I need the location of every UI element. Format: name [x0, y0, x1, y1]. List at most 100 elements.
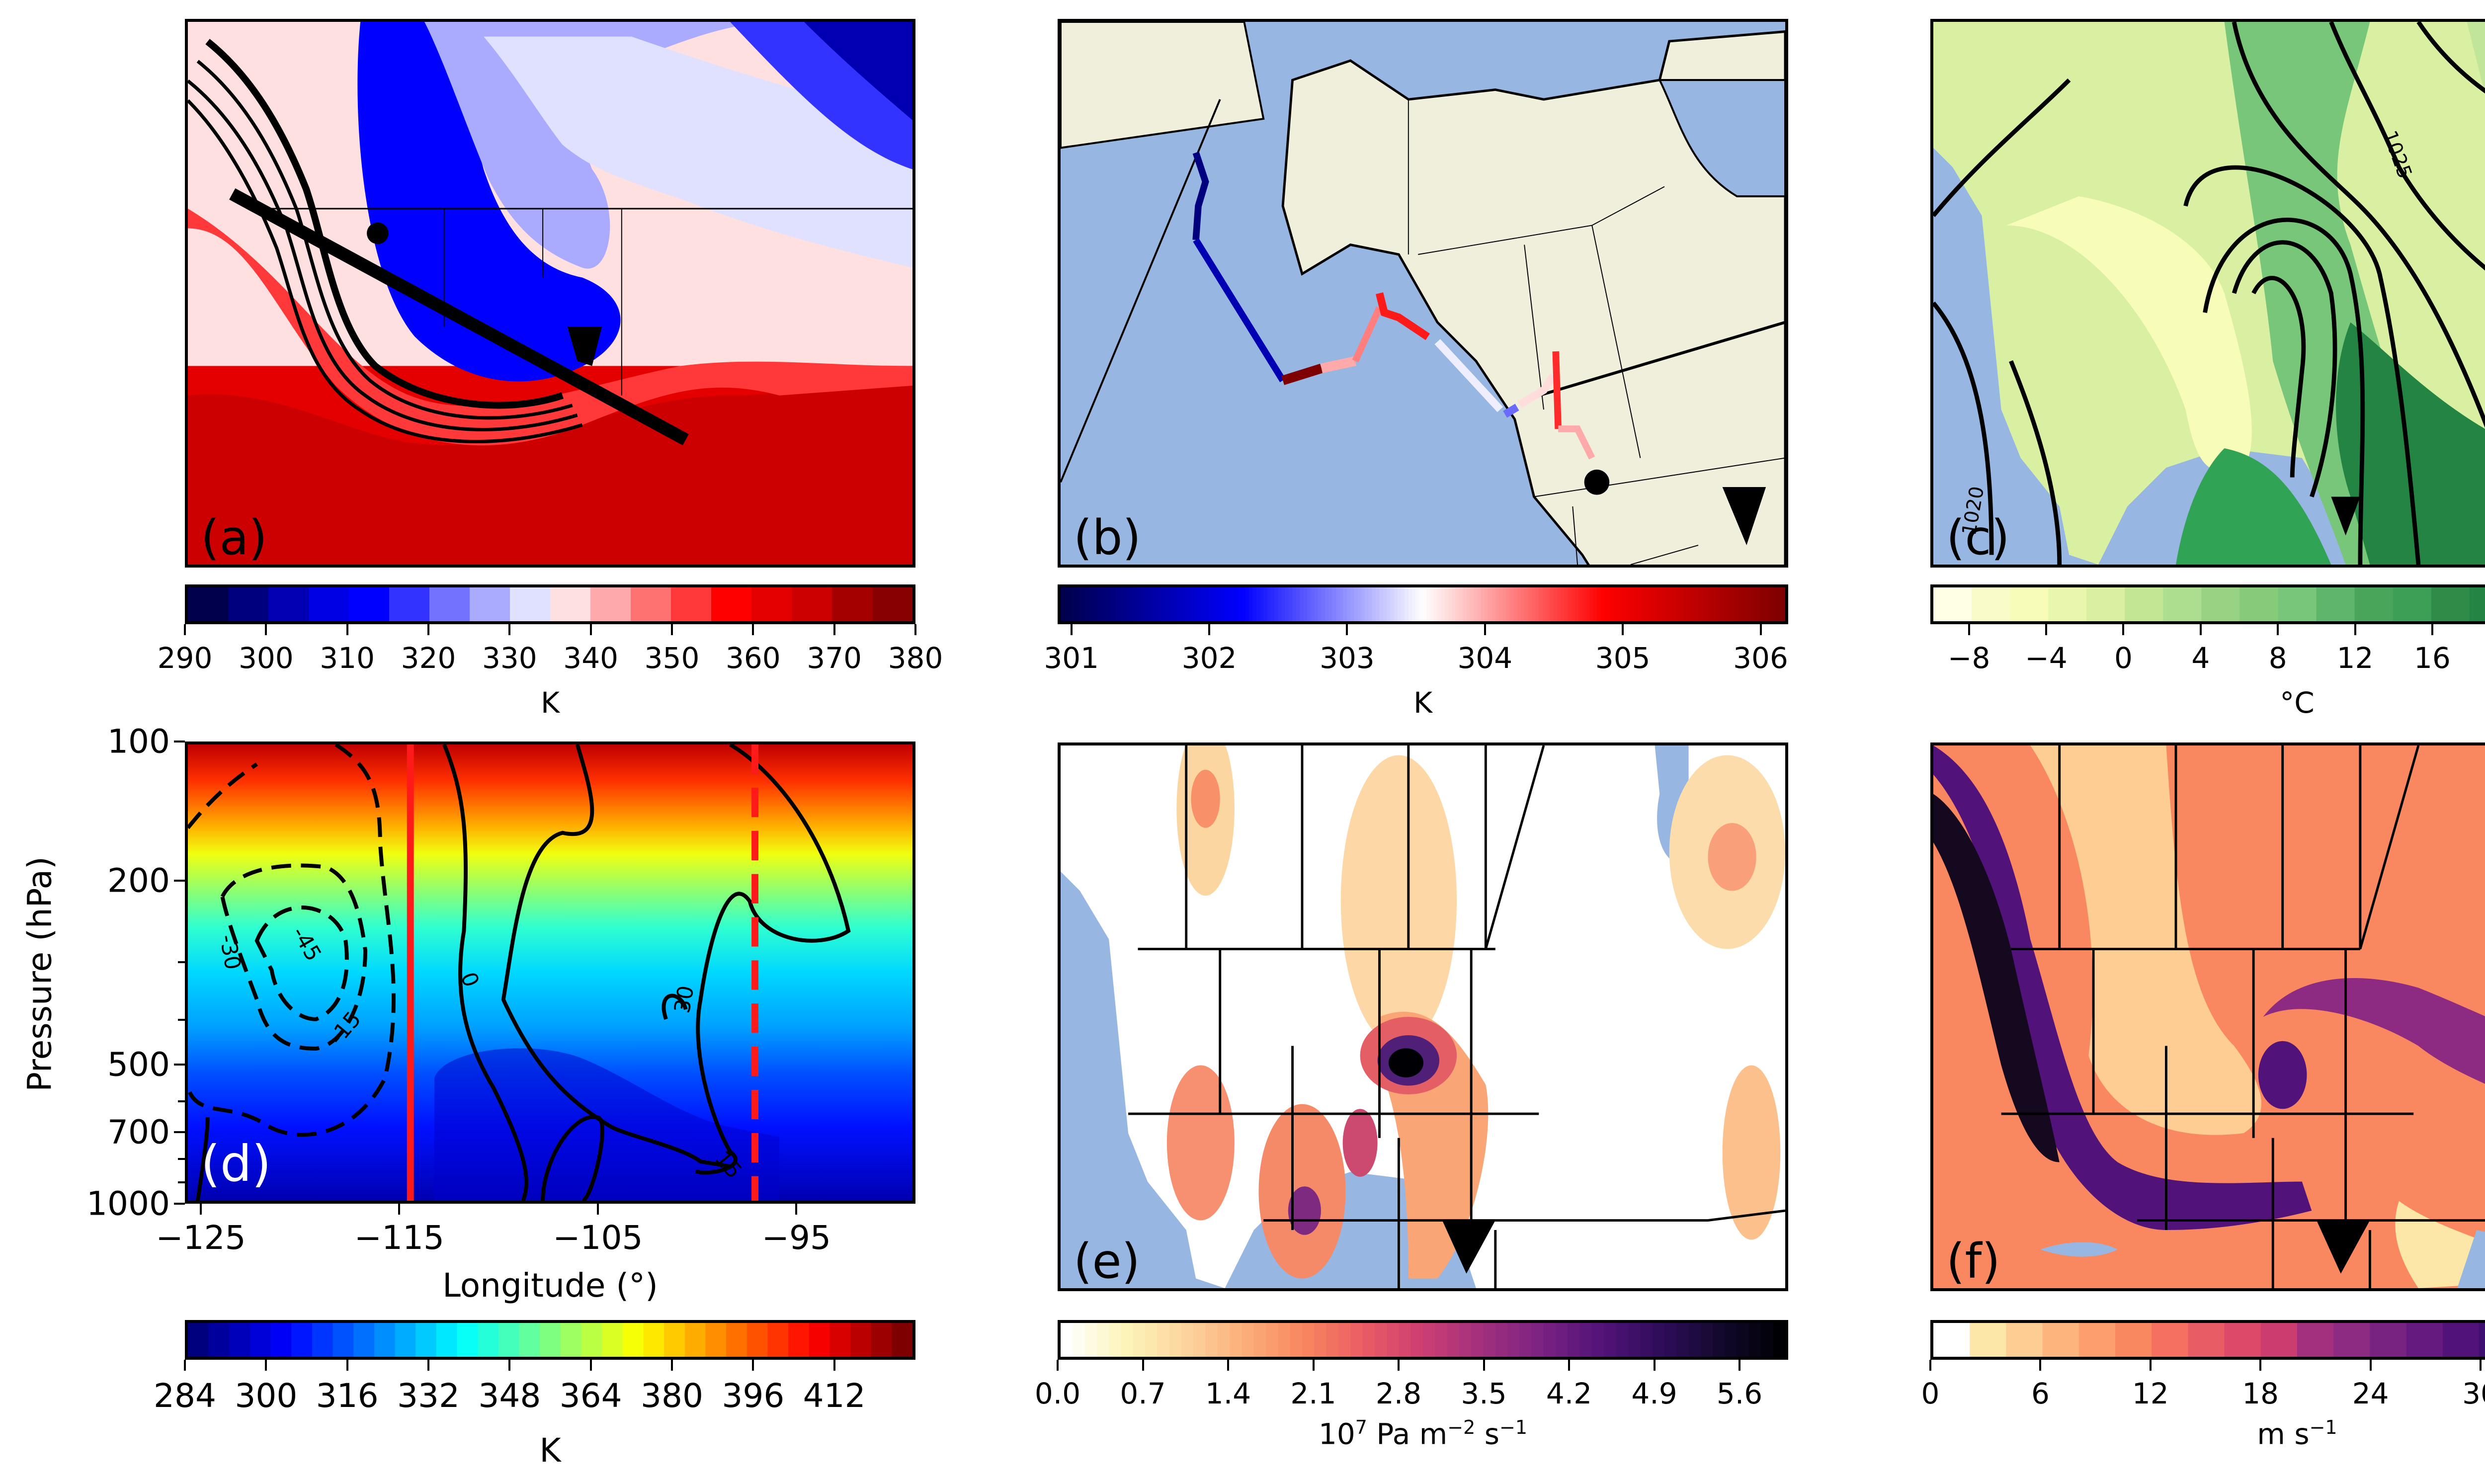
colorbar-b-segment: [1365, 587, 1369, 621]
colorbar-b-segment: [1687, 587, 1692, 621]
colorbar-b-segment: [1096, 587, 1101, 621]
colorbar-a-tick: [833, 624, 835, 635]
colorbar-b-segment: [1140, 587, 1145, 621]
colorbar-f-tick-label: 6: [2031, 1377, 2050, 1410]
colorbar-e-segment: [1676, 1323, 1689, 1357]
colorbar-b-unit: K: [1413, 686, 1433, 720]
colorbar-b-segment: [1749, 587, 1753, 621]
colorbar-a-tick-label: 300: [238, 641, 294, 675]
colorbar-a-unit: K: [540, 686, 560, 720]
colorbar-e-segment: [1338, 1323, 1351, 1357]
colorbar-b-segment: [1209, 587, 1214, 621]
colorbar-e-segment: [1253, 1323, 1266, 1357]
colorbar-a-tick: [184, 624, 186, 635]
colorbar-a-segment: [389, 587, 430, 621]
colorbar-f-segment: [1970, 1323, 2007, 1357]
colorbar-b-segment: [1524, 587, 1529, 621]
colorbar-e-segment: [1495, 1323, 1508, 1357]
colorbar-a-tick: [914, 624, 916, 635]
colorbar-b-segment: [1720, 587, 1724, 621]
colorbar-a-segment: [631, 587, 671, 621]
panel-b-map: (b): [1058, 19, 1788, 568]
colorbar-e-segment: [1387, 1323, 1400, 1357]
colorbar-b-segment: [1412, 587, 1416, 621]
colorbar-a-tick: [265, 624, 267, 635]
colorbar-f-segment: [2115, 1323, 2153, 1357]
colorbar-b-segment: [1238, 587, 1242, 621]
colorbar-b-segment: [1252, 587, 1257, 621]
colorbar-f-tick-label: 30: [2462, 1377, 2485, 1410]
colorbar-b-segment: [1387, 587, 1391, 621]
colorbar-a-segment: [751, 587, 792, 621]
colorbar-b-segment: [1285, 587, 1290, 621]
colorbar-b-segment: [1390, 587, 1395, 621]
colorbar-b-segment: [1539, 587, 1543, 621]
colorbar-e-tick: [1653, 1360, 1656, 1371]
colorbar-c-segment: [2393, 587, 2432, 621]
colorbar-e-segment: [1350, 1323, 1363, 1357]
colorbar-e-segment: [1302, 1323, 1315, 1357]
colorbar-b-segment: [1311, 587, 1315, 621]
colorbar-e-segment: [1278, 1323, 1291, 1357]
colorbar-d-segment: [188, 1323, 209, 1357]
colorbar-b-segment: [1172, 587, 1177, 621]
colorbar-c-segment: [2469, 587, 2485, 621]
panel-d-field: -30 -45 -15 0 30 15: [188, 744, 912, 1201]
colorbar-b-segment: [1665, 587, 1670, 621]
colorbar-b-tick: [1759, 624, 1762, 635]
colorbar-f-segment: [2188, 1323, 2225, 1357]
colorbar-b-segment: [1564, 587, 1569, 621]
colorbar-b-segment: [1281, 587, 1286, 621]
colorbar-a-tick: [589, 624, 592, 635]
colorbar-c-unit: °C: [2280, 686, 2315, 720]
colorbar-b-segment: [1582, 587, 1586, 621]
colorbar-a-tick: [752, 624, 754, 635]
colorbar-e-tick: [1312, 1360, 1315, 1371]
colorbar-b-segment: [1231, 587, 1235, 621]
colorbar-b-segment: [1759, 587, 1764, 621]
colorbar-b-segment: [1557, 587, 1561, 621]
colorbar-d-segment: [746, 1323, 768, 1357]
colorbar-b-segment: [1770, 587, 1775, 621]
colorbar-c-tick: [1968, 624, 1970, 635]
colorbar-b-segment: [1118, 587, 1123, 621]
panel-d-xtick: [596, 1204, 599, 1215]
colorbar-b-segment: [1318, 587, 1322, 621]
colorbar-e-tick: [1057, 1360, 1059, 1371]
colorbar-b-segment: [1082, 587, 1086, 621]
colorbar-b-segment: [1509, 587, 1514, 621]
panel-d-ytick-label: 1000: [86, 1184, 170, 1223]
colorbar-f-tick: [2369, 1360, 2372, 1371]
colorbar-b-segment: [1561, 587, 1565, 621]
colorbar-b-segment: [1778, 587, 1782, 621]
colorbar-b-segment: [1162, 587, 1166, 621]
colorbar-f-segment: [2370, 1323, 2407, 1357]
colorbar-a-segment: [792, 587, 832, 621]
colorbar-b-segment: [1528, 587, 1532, 621]
colorbar-e-segment: [1266, 1323, 1279, 1357]
colorbar-c-tick-label: 4: [2191, 641, 2210, 675]
colorbar-c-tick: [2122, 624, 2125, 635]
colorbar-d-segment: [457, 1323, 479, 1357]
colorbar-e-segment: [1579, 1323, 1593, 1357]
colorbar-d-tick-label: 284: [154, 1377, 216, 1415]
colorbar-c-ticks: −8−40481216202428: [1930, 624, 2485, 724]
colorbar-b-segment: [1423, 587, 1427, 621]
colorbar-b-segment: [1137, 587, 1141, 621]
colorbar-b-segment: [1147, 587, 1152, 621]
colorbar-b-segment: [1626, 587, 1630, 621]
colorbar-b-segment: [1550, 587, 1554, 621]
colorbar-b-segment: [1640, 587, 1645, 621]
colorbar-e-segment: [1314, 1323, 1327, 1357]
colorbar-e-segment: [1725, 1323, 1738, 1357]
colorbar-a-tick-label: 350: [644, 641, 700, 675]
colorbar-b-segment: [1151, 587, 1156, 621]
colorbar-f-tick: [2480, 1360, 2482, 1371]
colorbar-d-segment: [249, 1323, 271, 1357]
colorbar-b-segment: [1767, 587, 1771, 621]
colorbar-b: [1058, 584, 1788, 624]
colorbar-a-segment: [590, 587, 631, 621]
colorbar-b-segment: [1484, 587, 1489, 621]
colorbar-e-segment: [1773, 1323, 1785, 1357]
colorbar-e-tick-label: 4.9: [1631, 1377, 1677, 1410]
